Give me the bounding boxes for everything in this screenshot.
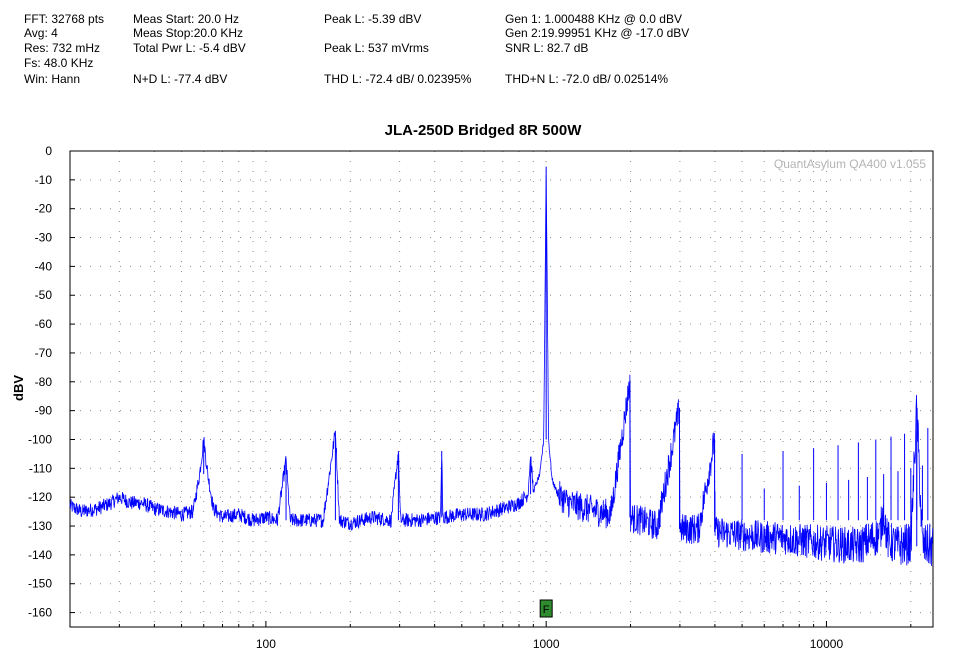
thdn-text: THD+N L: -72.0 dB/ 0.02514% [505, 72, 669, 86]
resolution-text: Res: 732 mHz [24, 41, 101, 55]
sample-rate-text: Fs: 48.0 KHz [24, 56, 94, 70]
snr-text: SNR L: 82.7 dB [505, 41, 589, 55]
marker-box [539, 599, 553, 618]
x-tick-labels: 100 1000 10000 [256, 637, 844, 651]
total-power-text: Total Pwr L: -5.4 dBV [133, 41, 246, 55]
meas-start-text: Meas Start: 20.0 Hz [133, 12, 240, 26]
gen1-text: Gen 1: 1.000488 KHz @ 0.0 dBV [505, 12, 682, 26]
window-text: Win: Hann [24, 72, 81, 86]
watermark-text: QuantAsylum QA400 v1.055 [774, 157, 926, 171]
x-tick-label: 1000 [533, 637, 560, 651]
y-tick-label: -110 [29, 461, 52, 475]
y-axis-label: dBV [11, 375, 26, 401]
y-tick-label: -150 [28, 577, 52, 591]
frequency-marker[interactable]: F [539, 599, 553, 618]
y-tick-labels: 0 -10 -20 -30 -40 -50 -60 -70 -80 -90 -100 -110 -120… [28, 144, 52, 620]
x-tick-label: 100 [256, 637, 276, 651]
y-tick-label: -140 [28, 548, 52, 562]
y-tick-label: -20 [35, 202, 53, 216]
fft-size-text: FFT: 32768 pts [24, 12, 105, 26]
y-tick-label: -30 [35, 231, 53, 245]
y-tick-label: -60 [35, 317, 53, 331]
y-tick-label: -80 [35, 375, 53, 389]
gen2-text: Gen 2:19.99951 KHz @ -17.0 dBV [505, 26, 690, 40]
y-tick-label: -160 [28, 606, 52, 620]
y-tick-label: -120 [28, 490, 52, 504]
y-tick-label: 0 [45, 144, 52, 158]
plot-frame [69, 150, 934, 628]
y-tick-label: -10 [35, 173, 53, 187]
thd-text: THD L: -72.4 dB/ 0.02395% [324, 72, 472, 86]
y-tick-label: -90 [35, 404, 53, 418]
y-tick-label: -50 [35, 288, 53, 302]
trace-layer [69, 166, 934, 567]
marker-label: F [543, 604, 550, 616]
meas-stop-text: Meas Stop:20.0 KHz [133, 26, 244, 40]
x-tick-label: 10000 [810, 637, 844, 651]
grid [69, 150, 933, 627]
y-tick-label: -100 [28, 432, 52, 446]
averages-text: Avg: 4 [24, 26, 58, 40]
y-tick-label: -130 [28, 519, 52, 533]
axes [69, 150, 934, 628]
noise-floor-trace [69, 174, 934, 567]
peak-mv-text: Peak L: 537 mVrms [324, 41, 429, 55]
noise-distortion-text: N+D L: -77.4 dBV [133, 72, 228, 86]
y-tick-label: -70 [35, 346, 53, 360]
chart-title: JLA-250D Bridged 8R 500W [384, 122, 582, 139]
peak-dbv-text: Peak L: -5.39 dBV [324, 12, 422, 26]
y-tick-label: -40 [35, 259, 53, 273]
measurement-readout: FFT: 32768 pts Avg: 4 Res: 732 mHz Fs: 4… [0, 0, 966, 100]
